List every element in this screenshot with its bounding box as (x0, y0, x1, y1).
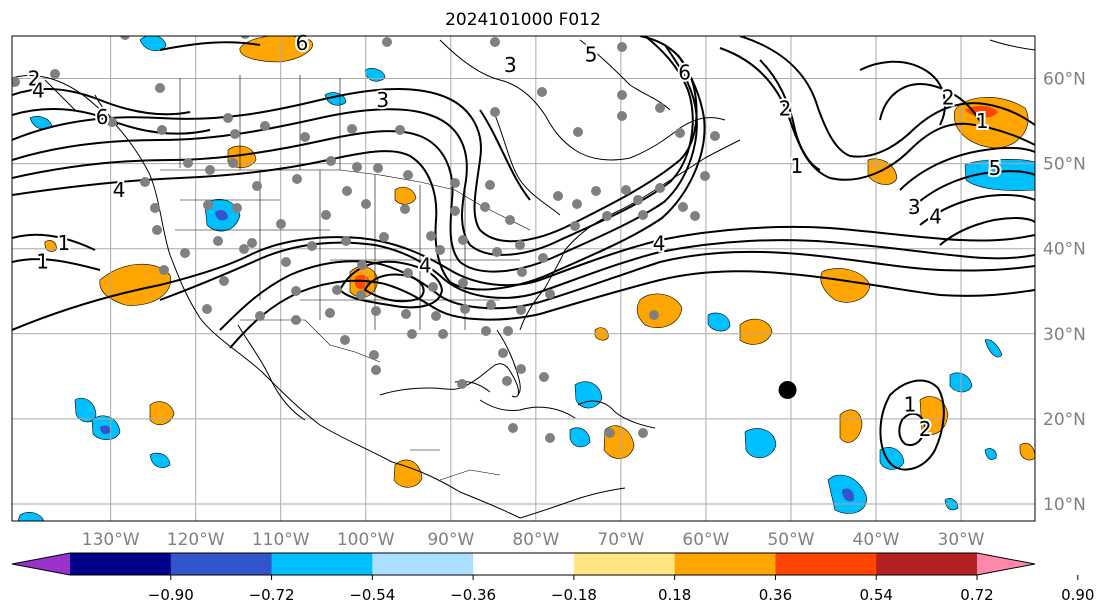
contour-label: 2 (28, 67, 41, 91)
lat-tick-label: 50°N (1043, 155, 1086, 175)
contour-label: 4 (929, 204, 942, 228)
colorbar-segment (473, 553, 575, 575)
contour-label: 1 (976, 109, 989, 133)
contour-label: 6 (96, 105, 109, 129)
contour-label: 4 (653, 232, 666, 256)
contour-label: 1 (58, 231, 71, 255)
storm-center-marker (778, 380, 797, 399)
colorbar-segment (573, 553, 676, 575)
contour-label: 6 (678, 61, 691, 85)
colorbar-segment (775, 553, 877, 575)
contour-label: 2 (919, 417, 932, 441)
contour-label: 3 (908, 195, 921, 219)
lat-tick-label: 20°N (1043, 410, 1086, 430)
lat-tick-label: 30°N (1043, 325, 1086, 345)
contour-label: 5 (585, 43, 598, 67)
lat-tick-label: 60°N (1043, 70, 1086, 90)
contour-label: 2 (779, 96, 792, 120)
lon-tick-label: 60°W (682, 530, 729, 550)
contour-label: 2 (942, 85, 955, 109)
lat-tick-label: 40°N (1043, 240, 1086, 260)
colorbar-outline (11, 552, 1036, 576)
lon-tick-label: 90°W (427, 530, 474, 550)
colorbar-tick-label: −0.72 (249, 586, 295, 604)
lon-tick-label: 50°W (767, 530, 814, 550)
colorbar-tick-label: 0.36 (759, 586, 792, 604)
lon-tick-label: 40°W (853, 530, 900, 550)
political-borders (160, 75, 531, 481)
contour-label: 3 (504, 53, 517, 77)
lon-tick-label: 120°W (167, 530, 225, 550)
contour-label: 1 (36, 249, 49, 273)
contour-label: 4 (113, 178, 126, 202)
contour-label: 4 (32, 78, 45, 102)
lon-tick-label: 130°W (82, 530, 140, 550)
markers (778, 380, 797, 399)
lon-tick-label: 100°W (337, 530, 395, 550)
lon-tick-label: 70°W (597, 530, 644, 550)
colorbar-tick-label: 0.72 (960, 586, 993, 604)
latitude-labels: 60°N 50°N 40°N 30°N 20°N 10°N (1043, 70, 1086, 515)
colorbar-segment (876, 553, 978, 575)
colorbar-tick-label: 0.90 (1061, 586, 1094, 604)
figure-title: 2024101000 F012 (445, 10, 601, 30)
colorbar-segment (70, 553, 172, 575)
colorbar-tick-label: −0.18 (551, 586, 597, 604)
contour-label: 4 (419, 254, 432, 278)
colorbar-tick-label: −0.90 (148, 586, 194, 604)
colorbar-segment (977, 553, 1035, 575)
colorbar-segment (372, 553, 474, 575)
colorbar-tick-label: 0.54 (860, 586, 893, 604)
longitude-labels: 130°W 120°W 110°W 100°W 90°W 80°W 70°W 60°W 50°W… (82, 530, 985, 550)
colorbar-tick-label: 0.18 (658, 586, 691, 604)
colorbar-tick-label: −0.36 (450, 586, 496, 604)
lon-tick-label: 80°W (512, 530, 559, 550)
observation-dots (12, 36, 720, 443)
colorbar-tick-label: −0.54 (349, 586, 395, 604)
colorbar: −0.90 −0.72 −0.54 −0.36 −0.18 0.18 0.36 0.54 0.7… (11, 552, 1094, 604)
colorbar-segment (674, 553, 776, 575)
colorbar-segment (12, 553, 70, 575)
map-frame (11, 35, 1036, 522)
contour-lines (12, 36, 1035, 471)
contour-label: 1 (904, 392, 917, 416)
colorbar-segment (271, 553, 373, 575)
colorbar-segment (170, 553, 273, 575)
contour-label: 5 (989, 156, 1002, 180)
lon-tick-label: 30°W (938, 530, 985, 550)
lon-tick-label: 110°W (252, 530, 310, 550)
contour-label: 1 (791, 154, 804, 178)
contour-label: 3 (376, 88, 389, 112)
contour-label: 6 (296, 31, 309, 55)
lat-tick-label: 10°N (1043, 495, 1086, 515)
